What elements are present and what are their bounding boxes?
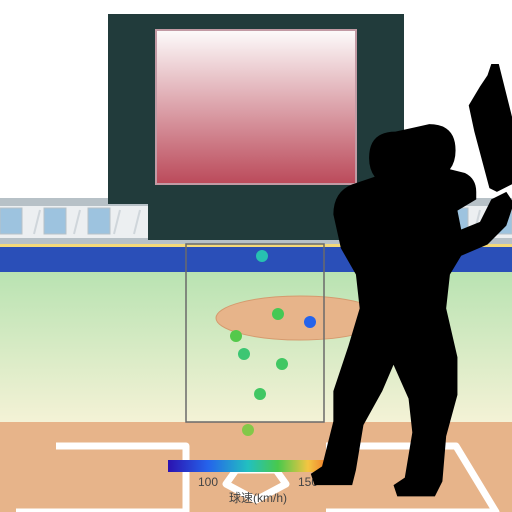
stands-window xyxy=(0,208,22,234)
pitch-location-chart: 100150球速(km/h) xyxy=(0,0,512,512)
pitch-marker xyxy=(238,348,250,360)
pitch-marker xyxy=(272,308,284,320)
pitch-marker xyxy=(254,388,266,400)
legend-title: 球速(km/h) xyxy=(229,491,287,505)
stands-window xyxy=(88,208,110,234)
stands-window xyxy=(44,208,66,234)
pitch-marker xyxy=(256,250,268,262)
scoreboard-screen xyxy=(156,30,356,184)
pitch-marker xyxy=(304,316,316,328)
pitch-marker xyxy=(242,424,254,436)
pitch-marker xyxy=(230,330,242,342)
scoreboard-base xyxy=(148,204,364,240)
pitch-marker xyxy=(276,358,288,370)
legend-tick: 100 xyxy=(198,475,218,489)
